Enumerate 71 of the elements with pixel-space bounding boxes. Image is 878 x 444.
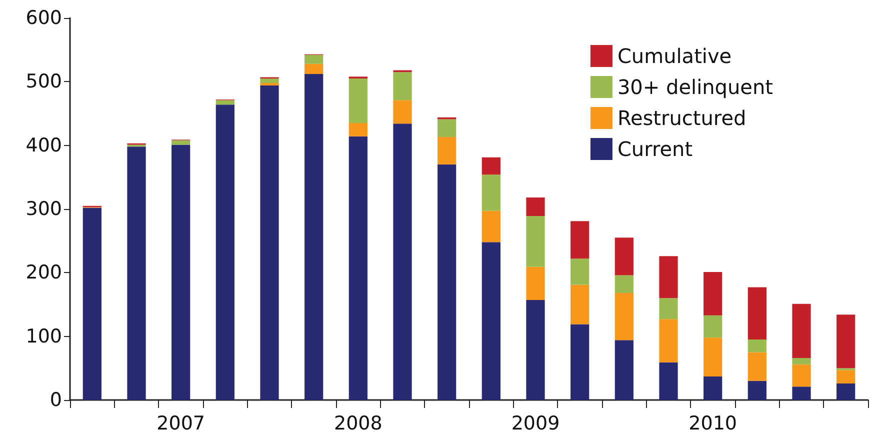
legend-label: Cumulative xyxy=(617,44,732,68)
bar xyxy=(438,164,456,400)
bar xyxy=(792,358,811,364)
bar xyxy=(348,136,368,400)
bar xyxy=(260,85,279,400)
bar xyxy=(792,304,811,358)
bar xyxy=(570,284,590,324)
bar xyxy=(526,198,545,216)
legend-label: 30+ delinquent xyxy=(617,75,774,99)
bar xyxy=(393,100,412,124)
bar xyxy=(172,144,190,400)
y-tick-label: 200 xyxy=(26,262,62,284)
bar xyxy=(792,364,811,387)
y-tick-label: 600 xyxy=(26,7,62,29)
bar xyxy=(260,82,279,86)
x-tick-label: 2007 xyxy=(156,412,206,434)
bar xyxy=(836,314,856,368)
bar xyxy=(482,242,500,400)
bar xyxy=(704,338,722,376)
bar xyxy=(304,74,324,400)
bar xyxy=(748,380,766,400)
bar xyxy=(659,362,678,400)
bar xyxy=(482,157,500,175)
bar xyxy=(348,123,368,136)
bar xyxy=(172,140,190,145)
y-tick-label: 400 xyxy=(26,134,62,156)
bar xyxy=(260,78,279,83)
bar xyxy=(614,340,634,400)
bar xyxy=(748,287,766,340)
bar xyxy=(216,100,234,105)
bar xyxy=(348,78,368,124)
bar xyxy=(393,124,412,400)
bar xyxy=(659,319,678,362)
bar xyxy=(836,383,856,400)
bar xyxy=(438,119,456,138)
bar xyxy=(659,256,678,298)
bar xyxy=(526,266,545,300)
bar xyxy=(748,352,766,381)
bar xyxy=(127,146,146,400)
bar xyxy=(614,238,634,276)
legend-label: Current xyxy=(617,137,693,161)
y-tick-label: 100 xyxy=(26,325,62,348)
bar xyxy=(836,370,856,384)
bar xyxy=(526,300,545,400)
bar xyxy=(482,174,500,211)
y-tick-label: 300 xyxy=(26,198,62,220)
bar xyxy=(704,376,722,400)
bar xyxy=(704,272,722,316)
bar xyxy=(748,340,766,352)
x-tick-label: 2009 xyxy=(511,412,560,434)
bar xyxy=(82,208,102,400)
x-tick-label: 2010 xyxy=(688,412,738,434)
bar xyxy=(659,298,678,320)
bar xyxy=(792,386,811,400)
y-tick-label: 0 xyxy=(50,389,62,411)
bar xyxy=(482,210,500,242)
x-tick-label: 2008 xyxy=(334,412,382,434)
y-tick-label: 500 xyxy=(26,70,62,93)
bar xyxy=(570,221,590,259)
bar xyxy=(304,54,324,64)
bar xyxy=(393,72,412,100)
bar xyxy=(216,104,234,400)
bar xyxy=(570,258,590,285)
bar xyxy=(704,315,722,338)
bar xyxy=(526,216,545,267)
bar xyxy=(614,275,634,294)
bar xyxy=(614,293,634,340)
bar xyxy=(570,324,590,400)
legend-label: Restructured xyxy=(617,106,746,130)
bar xyxy=(438,137,456,164)
bar xyxy=(304,64,324,74)
